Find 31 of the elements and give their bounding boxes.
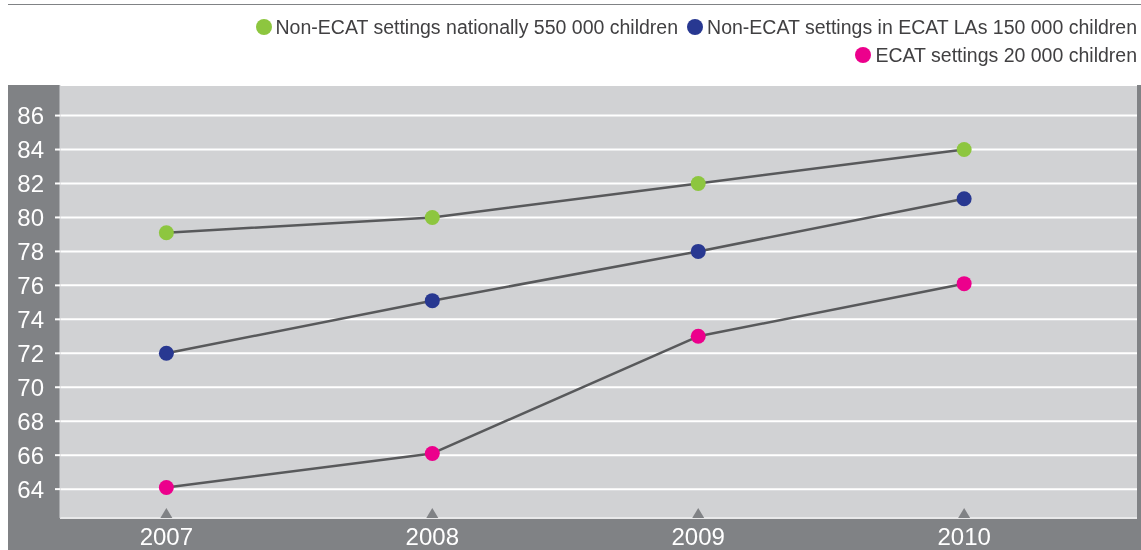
y-tick-label: 84: [17, 136, 44, 164]
point: [690, 175, 706, 191]
point: [956, 142, 972, 158]
point: [690, 328, 706, 344]
x-tick-label: 2009: [671, 523, 725, 550]
y-tick-label: 80: [17, 203, 44, 231]
y-tick-label: 78: [17, 237, 44, 265]
y-tick-label: 64: [17, 475, 44, 503]
point: [956, 191, 972, 207]
point: [956, 276, 972, 292]
point: [424, 445, 440, 461]
y-tick-label: 70: [17, 373, 44, 401]
y-tick-label: 86: [17, 102, 44, 130]
y-tick-label: 72: [17, 339, 44, 367]
y-tick-label: 74: [17, 305, 44, 333]
y-tick-label: 68: [17, 407, 44, 435]
legend-label: ECAT settings 20 000 children: [875, 43, 1137, 68]
point: [690, 243, 706, 259]
legend-label: Non-ECAT settings in ECAT LAs 150 000 children: [707, 15, 1137, 40]
y-tick-label: 76: [17, 271, 44, 299]
point: [158, 225, 174, 241]
x-tick-label: 2007: [139, 523, 194, 550]
legend-label: Non-ECAT settings nationally 550 000 children: [275, 15, 679, 40]
point: [158, 479, 174, 495]
point: [424, 293, 440, 309]
x-tick-label: 2010: [937, 523, 991, 550]
x-tick-label: 2008: [405, 523, 459, 550]
point: [158, 345, 174, 361]
point: [424, 209, 440, 225]
y-tick-label: 66: [17, 441, 44, 469]
y-tick-label: 82: [17, 170, 44, 198]
